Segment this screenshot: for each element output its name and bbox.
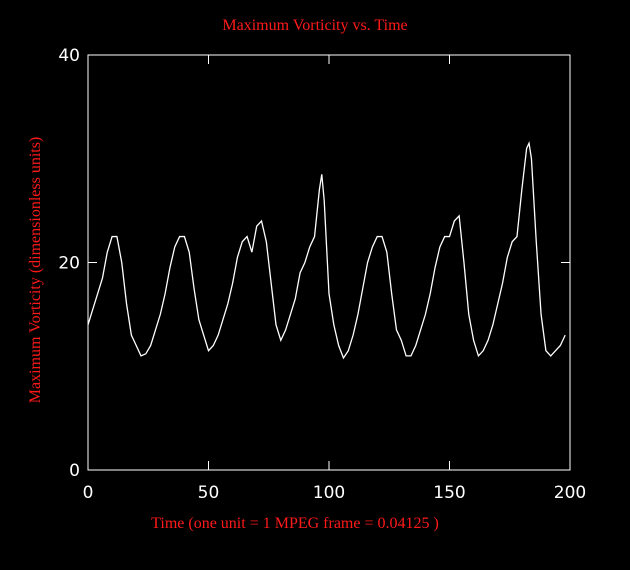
x-tick-label: 100 (313, 483, 345, 503)
y-tick-label: 0 (69, 461, 80, 481)
x-tick-label: 0 (83, 483, 94, 503)
data-line (87, 140, 566, 360)
chart-title: Maximum Vorticity vs. Time (222, 17, 407, 34)
y-tick-label: 20 (58, 254, 80, 274)
y-tick-label: 40 (58, 46, 80, 66)
x-tick-label: 50 (198, 483, 220, 503)
x-tick-label: 150 (433, 483, 465, 503)
y-axis-label: Maximum Vorticity (dimensionless units) (27, 137, 44, 404)
x-axis-label: Time (one unit = 1 MPEG frame = 0.04125 … (151, 515, 439, 532)
x-tick-label: 200 (554, 483, 586, 503)
